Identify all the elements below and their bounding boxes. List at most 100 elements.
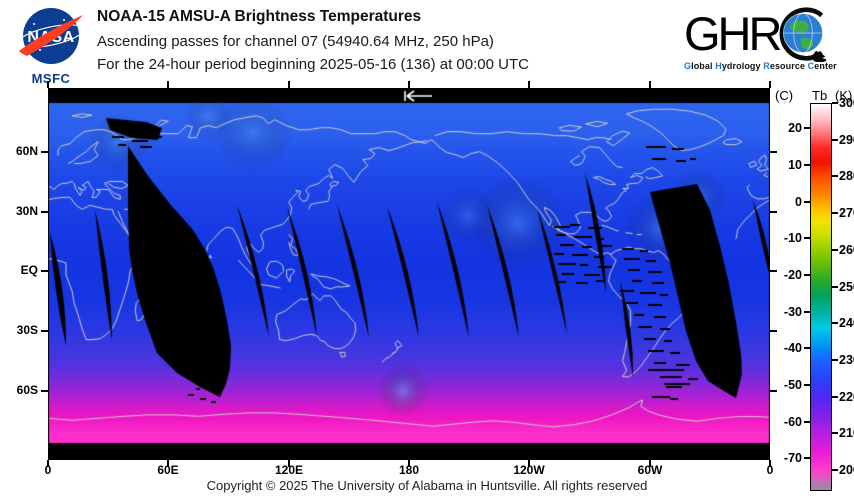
colorbar-k-tick <box>832 175 838 178</box>
colorbar-k-label: 200 <box>839 463 854 477</box>
lon-tick <box>408 460 410 467</box>
title-block: NOAA-15 AMSU-A Brightness Temperatures A… <box>97 8 529 79</box>
colorbar-unit-c: (C) <box>775 88 794 103</box>
ghrc-letters: GHR <box>684 7 782 60</box>
lat-tick <box>770 151 777 153</box>
colorbar-c-label: -30 <box>783 304 802 319</box>
colorbar-k-label: 240 <box>839 316 854 331</box>
colorbar-unit-k: (K) <box>835 88 853 103</box>
tagline-initial: G <box>684 61 692 71</box>
tagline-word: enter <box>814 61 837 71</box>
colorbar-c-tick <box>804 127 810 130</box>
lon-tick-label: 120W <box>513 463 545 477</box>
colorbar-k-label: 260 <box>839 242 854 257</box>
colorbar-c-label: 10 <box>788 157 802 172</box>
lat-tick <box>41 330 48 332</box>
colorbar-k-tick <box>832 432 838 435</box>
colorbar-c-label: 20 <box>788 121 802 136</box>
lon-tick <box>769 81 771 88</box>
colorbar-k-label: 210 <box>839 426 854 441</box>
lon-tick <box>408 81 410 88</box>
colorbar-c-tick <box>804 457 810 460</box>
lat-tick <box>41 151 48 153</box>
tagline-word: lobal <box>691 61 716 71</box>
lat-tick <box>41 211 48 213</box>
lon-tick-label: 0 <box>44 463 52 477</box>
colorbar-c-label: -40 <box>783 341 802 356</box>
colorbar-c-tick <box>804 420 810 423</box>
lat-tick <box>41 270 48 272</box>
colorbar-c-label: -10 <box>783 231 802 246</box>
tagline-initial: C <box>807 61 815 71</box>
colorbar-k-tick <box>832 102 838 104</box>
colorbar-k-label: 220 <box>839 389 854 404</box>
colorbar-k-label: 250 <box>839 279 854 294</box>
colorbar-k-label: 230 <box>839 352 854 367</box>
lon-tick <box>769 460 771 467</box>
lon-tick <box>47 460 49 467</box>
lon-tick <box>167 81 169 88</box>
colorbar-quantity: Tb <box>812 88 828 103</box>
lat-tick-label: 30N <box>15 204 38 218</box>
colorbar-k-label: 300 <box>839 96 854 110</box>
lat-tick-label: EQ <box>20 263 38 277</box>
colorbar-k-label: 280 <box>839 169 854 184</box>
lon-tick-label: 120E <box>274 463 304 477</box>
lon-tick-label: 60E <box>157 463 179 477</box>
colorbar <box>810 103 832 491</box>
colorbar-k-tick <box>832 138 838 141</box>
lon-tick <box>649 81 651 88</box>
tagline-word: esource <box>769 61 808 71</box>
nasa-meatball-icon: NASA <box>18 8 84 64</box>
globe-icon <box>780 7 827 62</box>
tagline-word: ydrology <box>721 61 764 71</box>
page-title: NOAA-15 AMSU-A Brightness Temperatures <box>97 8 422 25</box>
colorbar-k-tick <box>832 248 838 251</box>
colorbar-c-tick <box>804 200 810 203</box>
lon-tick-label: 0 <box>766 463 774 477</box>
lat-tick-label: 30S <box>16 323 38 337</box>
tagline-initial: R <box>763 61 770 71</box>
colorbar-k-label: 290 <box>839 132 854 147</box>
msfc-label: MSFC <box>31 71 71 86</box>
lat-tick-label: 60S <box>16 383 38 397</box>
subtitle-channel: Ascending passes for channel 07 (54940.6… <box>97 33 494 50</box>
colorbar-c-tick <box>804 237 810 240</box>
nasa-logo: NASA MSFC <box>14 6 88 86</box>
lon-tick <box>649 460 651 467</box>
ghrc-tagline: Global Hydrology Resource Center <box>684 61 854 71</box>
lat-tick <box>770 211 777 213</box>
colorbar-k-tick <box>832 212 838 215</box>
colorbar-c-label: -20 <box>783 267 802 282</box>
lat-tick <box>41 390 48 392</box>
colorbar-k-tick <box>832 395 838 398</box>
lon-tick-label: 60W <box>637 463 663 477</box>
lat-tick <box>770 330 777 332</box>
colorbar-c-label: -70 <box>783 451 802 466</box>
colorbar-c-label: -60 <box>783 414 802 429</box>
colorbar-k-tick <box>832 285 838 288</box>
colorbar-c-tick <box>804 273 810 276</box>
subtitle-period: For the 24-hour period beginning 2025-05… <box>97 56 529 73</box>
ghrc-logo: GHR Global Hydrology Resource Center <box>684 7 854 71</box>
colorbar-c-tick <box>804 384 810 387</box>
lat-tick-label: 60N <box>15 144 38 158</box>
lon-tick <box>288 460 290 467</box>
lon-tick <box>528 81 530 88</box>
map-canvas <box>48 88 770 460</box>
colorbar-k-tick <box>832 322 838 325</box>
colorbar-c-tick <box>804 347 810 350</box>
lat-tick <box>770 270 777 272</box>
colorbar-k-tick <box>832 358 838 361</box>
tagline-initial: H <box>715 61 722 71</box>
lon-tick <box>528 460 530 467</box>
lon-tick <box>47 81 49 88</box>
colorbar-c-label: 0 <box>795 194 802 209</box>
lat-tick <box>770 390 777 392</box>
lon-tick-label: 180 <box>398 463 420 477</box>
colorbar-c-tick <box>804 163 810 166</box>
lon-tick <box>167 460 169 467</box>
colorbar-c-tick <box>804 310 810 313</box>
colorbar-c-label: -50 <box>783 378 802 393</box>
